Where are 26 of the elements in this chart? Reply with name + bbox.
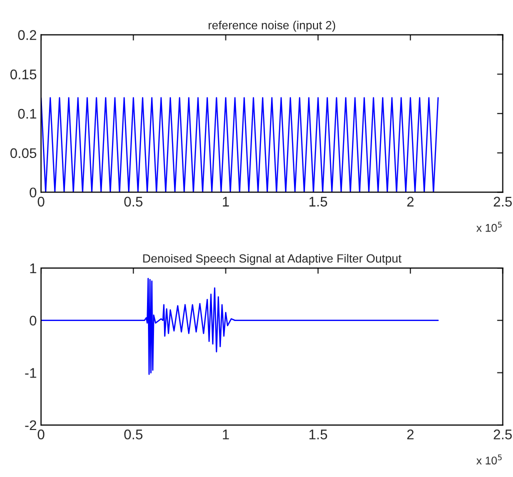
chart-title: Denoised Speech Signal at Adaptive Filter Output (143, 254, 402, 265)
x-tick-label: 1 (222, 196, 229, 206)
x-tick-label: 1 (222, 430, 229, 440)
line-series (41, 278, 439, 375)
y-tick-label: 0.05 (10, 148, 36, 158)
y-tick-label: 0 (30, 316, 36, 326)
chart-title: reference noise (input 2) (208, 20, 336, 32)
y-tick-label: 0 (30, 188, 36, 198)
x-tick-label: 1.5 (309, 196, 328, 207)
x-tick-label: 0 (38, 430, 44, 440)
y-tick-label: 1 (30, 264, 36, 274)
y-tick-label: 0.1 (18, 108, 36, 119)
x-tick-label: 2 (407, 196, 414, 206)
x-tick-label: 0.5 (124, 430, 142, 440)
y-tick-label: -2 (25, 420, 36, 430)
x-tick-label: 0.5 (124, 196, 142, 207)
text: x 10$^{5}$ (476, 222, 502, 232)
x-tick-label: 2.5 (494, 430, 512, 440)
x-tick-label: 0 (38, 196, 44, 207)
y-tick-label: -1 (25, 368, 36, 378)
x-tick-label: 2 (407, 430, 414, 440)
x-tick-label: 2.5 (494, 196, 512, 207)
text: x 10$^{5}$ (476, 454, 502, 464)
y-tick-label: 0.2 (18, 30, 36, 40)
x-tick-label: 1.5 (309, 430, 328, 440)
y-tick-label: 0.15 (10, 70, 36, 80)
